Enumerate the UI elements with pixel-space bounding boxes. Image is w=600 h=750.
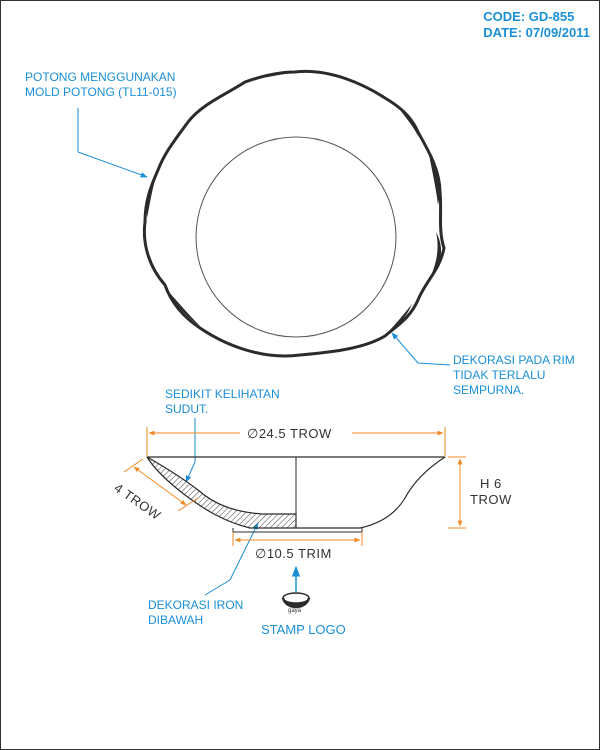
drawing-code-block: CODE: GD-855 DATE: 07/09/2011 [483,9,590,42]
stamp-logo-label: STAMP LOGO [261,622,346,637]
rim-decoration-note-line3: SEMPURNA. [453,383,525,397]
base-diameter-label: ∅10.5 TRIM [255,546,332,561]
height-label: H 6 TROW [470,476,512,509]
logo-text: gaya [288,608,302,614]
drawing-code: CODE: GD-855 [483,9,575,24]
bowl-side-view [146,456,446,533]
top-diameter-label: ∅24.5 TROW [247,426,332,441]
iron-decoration-note-line1: DEKORASI IRON [148,598,244,612]
height-label-line1: H 6 [479,476,502,491]
cut-mold-note: POTONG MENGGUNAKAN MOLD POTONG (TL11-015… [25,70,177,100]
dimension-lines [123,427,466,546]
rim-decoration-note: DEKORASI PADA RIM TIDAK TERLALU SEMPURNA… [453,353,575,398]
rim-decoration-note-line1: DEKORASI PADA RIM [453,353,575,367]
plate-well-circle [195,136,397,338]
plate-rim-outline [142,69,446,358]
exterior-profile [296,456,446,529]
corner-visible-note: SEDIKIT KELIHATAN SUDUT. [165,387,280,417]
cut-mold-note-line1: POTONG MENGGUNAKAN [25,70,176,84]
height-label-line2: TROW [470,492,512,508]
plate-top-view [142,69,446,358]
iron-decoration-note: DEKORASI IRON DIBAWAH [148,598,243,628]
stamp-logo-icon [281,592,311,609]
drawing-date: DATE: 07/09/2011 [483,25,590,41]
rim-decoration-note-line2: TIDAK TERLALU [453,368,546,382]
corner-visible-note-line2: SUDUT. [165,402,209,416]
iron-decoration-note-line2: DIBAWAH [148,613,204,627]
corner-visible-note-line1: SEDIKIT KELIHATAN [165,387,280,401]
cut-mold-note-line2: MOLD POTONG (TL11-015) [25,85,177,99]
